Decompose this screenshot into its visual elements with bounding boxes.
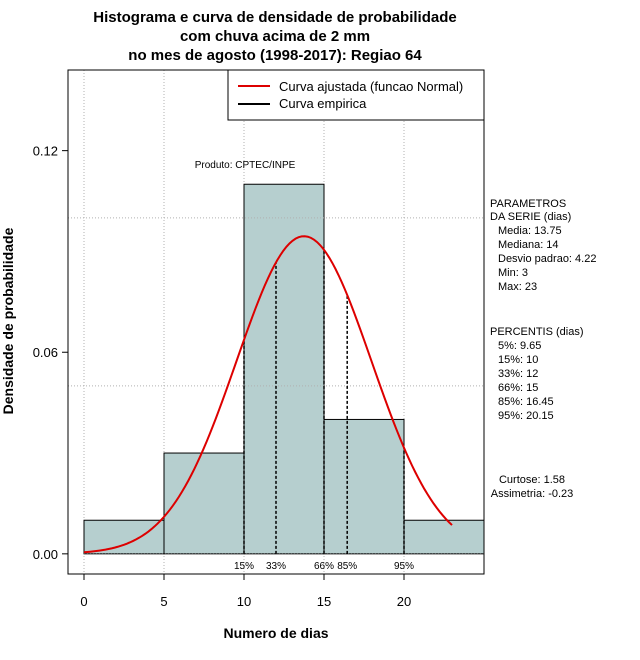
param-max: Max: 23 [498,281,537,293]
x-tick-label-0: 0 [80,594,87,609]
histogram-bar-0 [83,519,165,555]
legend-label-empirical: Curva empirica [279,96,367,111]
legend-label-fitted: Curva ajustada (funcao Normal) [279,79,463,94]
percentile-label-4: 95% [394,561,414,572]
percentiles-panel: PERCENTIS (dias) 5%: 9.65 15%: 10 33%: 1… [490,326,584,422]
chart-title-line-2: com chuva acima de 2 mm [180,28,370,45]
x-tick-label-2: 10 [237,594,251,609]
chart-title-line-3: no mes de agosto (1998-2017): Regiao 64 [128,47,422,64]
shape-panel: Curtose: 1.58 Assimetria: -0.23 [491,474,574,500]
percentile-label-1: 33% [266,561,286,572]
percentile-label-2: 66% [314,561,334,572]
percentil-66: 66%: 15 [498,382,538,394]
chart-title-line-1: Histograma e curva de densidade de proba… [93,9,456,26]
x-tick-label-3: 15 [317,594,331,609]
histogram-bar-4 [403,519,485,555]
plot-area: 15% 33% 66% 85% 95% 0 5 10 15 20 0.00 0.06 0.12 [33,70,485,609]
histogram-bar-1 [163,452,245,555]
param-min: Min: 3 [498,267,528,279]
y-axis-title: Densidade de probabilidade [0,227,16,414]
percentile-label-3: 85% [337,561,357,572]
param-median: Mediana: 14 [498,239,559,251]
normal-density-curve [83,235,453,554]
param-mean: Media: 13.75 [498,225,562,237]
y-tick-label-0: 0.00 [33,547,58,562]
percentil-15: 15%: 10 [498,354,538,366]
percentis-title: PERCENTIS (dias) [490,326,584,338]
legend: Curva ajustada (funcao Normal) Curva emp… [227,69,485,121]
y-tick-label-1: 0.06 [33,345,58,360]
histogram-bar-2 [243,183,325,555]
y-tick-label-2: 0.12 [33,144,58,159]
histogram-bar-3 [323,418,405,555]
percentil-33: 33%: 12 [498,368,538,380]
percentil-85: 85%: 16.45 [498,396,554,408]
series-parameters-panel: PARAMETROS DA SERIE (dias) Media: 13.75 … [490,198,596,293]
x-axis-title: Numero de dias [223,625,328,641]
percentil-5: 5%: 9.65 [498,340,541,352]
x-tick-label-1: 5 [160,594,167,609]
params-title-line-1: PARAMETROS [490,198,566,210]
params-title-line-2: DA SERIE (dias) [490,211,571,223]
percentile-label-0: 15% [234,561,254,572]
legend-box [227,69,485,121]
x-tick-label-4: 20 [397,594,411,609]
percentil-95: 95%: 20.15 [498,410,554,422]
kurtosis: Curtose: 1.58 [499,474,565,486]
product-annotation: Produto: CPTEC/INPE [195,160,296,171]
param-stddev: Desvio padrao: 4.22 [498,253,596,265]
skewness: Assimetria: -0.23 [491,488,574,500]
